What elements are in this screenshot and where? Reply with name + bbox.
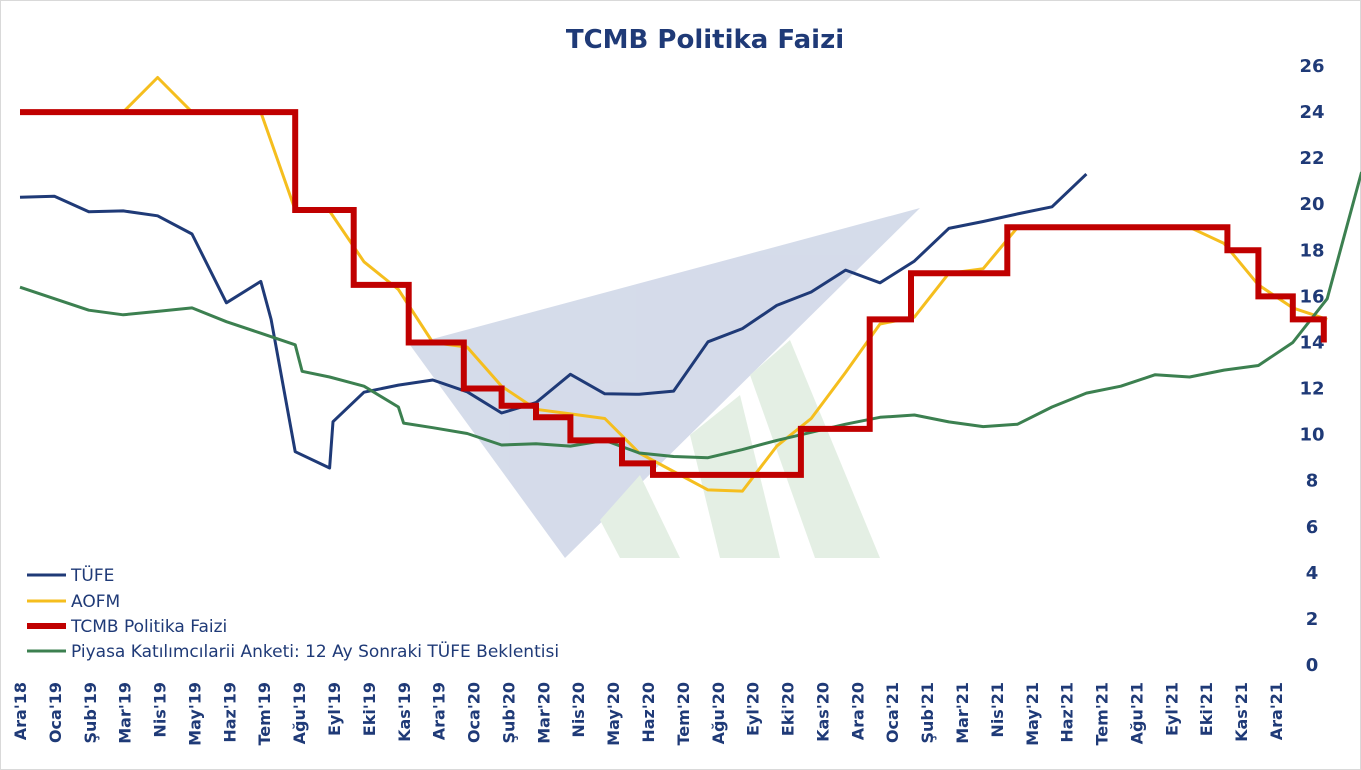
x-tick-label: Tem'19 [255, 682, 274, 745]
x-tick-label: Eki'21 [1197, 682, 1216, 736]
y-tick-label: 0 [1306, 655, 1319, 676]
x-tick-label: Eki'20 [779, 682, 798, 736]
x-tick-label: Şub'21 [918, 682, 937, 744]
x-tick-label: Kas'20 [813, 682, 832, 742]
y-tick-label: 16 [1299, 286, 1324, 307]
y-tick-label: 24 [1299, 102, 1324, 123]
x-tick-label: Haz'21 [1058, 682, 1077, 743]
x-tick-label: May'21 [1023, 682, 1042, 746]
x-tick-label: Eyl'19 [325, 682, 344, 736]
x-tick-label: Ağu'20 [709, 682, 728, 744]
x-tick-label: Şub'19 [81, 682, 100, 744]
x-tick-label: May'19 [185, 682, 204, 746]
x-tick-label: Tem'21 [1093, 682, 1112, 745]
y-tick-label: 20 [1299, 194, 1324, 215]
x-tick-label: May'20 [604, 682, 623, 746]
legend-label: TÜFE [70, 564, 114, 586]
x-tick-label: Mar'21 [953, 682, 972, 744]
x-tick-label: Kas'21 [1232, 682, 1251, 742]
chart-title: TCMB Politika Faizi [566, 25, 844, 55]
x-tick-label: Mar'20 [534, 682, 553, 744]
y-tick-label: 12 [1299, 379, 1324, 400]
x-tick-label: Nis'21 [988, 682, 1007, 738]
x-tick-label: Haz'19 [220, 682, 239, 743]
y-tick-label: 8 [1306, 471, 1319, 492]
watermark-logo-green-stripe-1 [600, 475, 680, 558]
y-tick-label: 10 [1299, 425, 1324, 446]
x-tick-label: Ara'21 [1267, 682, 1286, 740]
legend-label: Piyasa Katılımcılarii Anketi: 12 Ay Sonr… [71, 640, 559, 662]
x-tick-label: Eyl'21 [1162, 682, 1181, 736]
x-tick-label: Tem'20 [674, 682, 693, 745]
x-tick-label: Nis'19 [151, 682, 170, 738]
x-tick-label: Eyl'20 [744, 682, 763, 736]
series-layer [19, 76, 1361, 493]
watermark-logo-green-stripe-3 [750, 340, 880, 558]
x-tick-label: Ara'19 [430, 682, 449, 740]
y-tick-label: 6 [1306, 517, 1319, 538]
legend-label: AOFM [71, 592, 120, 612]
x-tick-label: Oca'19 [46, 682, 65, 743]
series-line-2 [20, 109, 1327, 478]
y-tick-label: 18 [1299, 240, 1324, 261]
x-tick-label: Ağu'21 [1127, 682, 1146, 744]
x-tick-label: Ara'20 [848, 682, 867, 740]
y-tick-label: 4 [1306, 563, 1319, 584]
x-tick-label: Eki'19 [360, 682, 379, 736]
watermark-logo-blue-chevron [410, 208, 920, 558]
x-tick-label: Oca'21 [883, 682, 902, 743]
y-tick-label: 26 [1299, 56, 1324, 77]
y-tick-label: 22 [1299, 148, 1324, 169]
x-tick-label: Şub'20 [499, 682, 518, 744]
watermark-logo [410, 208, 920, 558]
series-line-3 [19, 171, 1361, 460]
x-tick-label: Kas'19 [395, 682, 414, 742]
legend: TÜFE AOFM TCMB Politika Faizi Piyasa Katılı… [27, 564, 559, 662]
legend-label: TCMB Politika Faizi [70, 617, 227, 637]
y-tick-label: 2 [1306, 609, 1319, 630]
x-tick-label: Mar'19 [116, 682, 135, 744]
x-tick-label: Oca'20 [465, 682, 484, 743]
x-tick-label: Nis'20 [569, 682, 588, 738]
x-axis: Ara'18 Oca'19 Şub'19 Mar'19 Nis'19 May'19 Haz'… [11, 682, 1286, 746]
x-tick-label: Haz'20 [639, 682, 658, 743]
y-tick-label: 14 [1299, 333, 1324, 354]
x-tick-label: Ara'18 [11, 682, 30, 740]
x-tick-label: Ağu'19 [290, 682, 309, 744]
